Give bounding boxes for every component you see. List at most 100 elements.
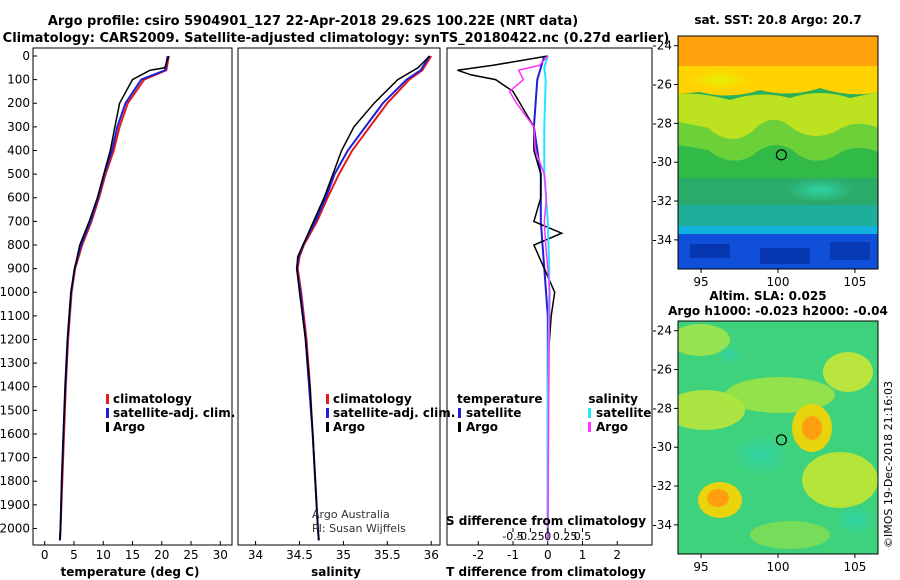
- t-diff-argo-line: [457, 55, 564, 541]
- y-tick-label: 1900: [0, 498, 30, 512]
- x-tick-label: 34: [248, 548, 263, 562]
- legend-label-temp-satellite: satellite: [466, 406, 521, 420]
- y-tick-label: 900: [7, 262, 30, 276]
- map-x-tick-label: 95: [693, 560, 708, 574]
- x-tick-label: 35.5: [374, 548, 401, 562]
- map-y-tick-label: -32: [652, 194, 672, 208]
- map-x-tick-label: 105: [843, 275, 866, 289]
- y-tick-label: 600: [7, 191, 30, 205]
- map-x-tick-label: 100: [767, 560, 790, 574]
- difference-legend: temperature salinity satellite Argo sate…: [457, 392, 651, 434]
- y-tick-label: 1000: [0, 285, 30, 299]
- y-tick-label: 0: [22, 49, 30, 63]
- sst-map-title: sat. SST: 20.8 Argo: 20.7: [694, 13, 861, 27]
- legend-label-climatology: climatology: [113, 392, 192, 406]
- t-diff-satellite-line: [532, 55, 549, 541]
- x-tick-label: 5: [70, 548, 78, 562]
- map-y-tick-label: -32: [652, 479, 672, 493]
- map-x-tick-label: 105: [843, 560, 866, 574]
- sla-map: Altim. SLA: 0.025 Argo h1000: -0.023 h20…: [652, 289, 887, 574]
- s-diff-satellite-line: [543, 55, 551, 541]
- sst-map: sat. SST: 20.8 Argo: 20.7 95 100 105 -24 -26…: [652, 13, 879, 289]
- x-tick-label: 34.5: [286, 548, 313, 562]
- s-tick-label: -0.25: [516, 530, 544, 543]
- y-tick-label: 700: [7, 214, 30, 228]
- argo-location-marker: [775, 149, 787, 161]
- x-tick-label: 0: [544, 548, 552, 562]
- map-y-tick-label: -34: [652, 233, 672, 247]
- s-tick-label: 0.5: [574, 530, 592, 543]
- map-y-tick-label: -24: [652, 39, 672, 53]
- legend-label-satellite: satellite-adj. clim.: [113, 406, 235, 420]
- legend-label-argo: Argo: [113, 420, 145, 434]
- s-tick-label: -0.5: [502, 530, 523, 543]
- map-y-tick-label: -26: [652, 363, 672, 377]
- legend-header-salinity: salinity: [588, 392, 638, 406]
- title-line-2: Climatology: CARS2009. Satellite-adjuste…: [3, 31, 670, 46]
- legend-swatch-climatology: [106, 394, 109, 404]
- y-tick-label: 300: [7, 120, 30, 134]
- map-y-tick-label: -28: [652, 116, 672, 130]
- title-line-1: Argo profile: csiro 5904901_127 22-Apr-2…: [48, 14, 578, 29]
- sla-map-title: Altim. SLA: 0.025: [709, 289, 826, 303]
- y-tick-label: 200: [7, 96, 30, 110]
- x-tick-label: 36: [424, 548, 439, 562]
- x-tick-label: 35: [336, 548, 351, 562]
- argo-location-marker: [775, 434, 787, 446]
- legend-swatch-climatology: [326, 394, 329, 404]
- credit-org: Argo Australia: [312, 508, 390, 521]
- y-tick-label: 400: [7, 143, 30, 157]
- y-tick-label: 1700: [0, 451, 30, 465]
- y-tick-label: 1100: [0, 309, 30, 323]
- y-tick-label: 100: [7, 73, 30, 87]
- sla-heatmap: [678, 321, 878, 554]
- y-tick-label: 800: [7, 238, 30, 252]
- s-difference-axis-label: S difference from climatology: [446, 514, 646, 528]
- legend-header-temperature: temperature: [457, 392, 542, 406]
- legend-label-satellite: satellite-adj. clim.: [333, 406, 455, 420]
- legend-swatch-argo: [106, 422, 109, 432]
- map-y-tick-label: -34: [652, 518, 672, 532]
- legend-label-argo: Argo: [333, 420, 365, 434]
- y-tick-label: 1400: [0, 380, 30, 394]
- salinity-argo-line: [296, 55, 431, 541]
- x-tick-label: 1: [579, 548, 587, 562]
- x-tick-label: 0: [41, 548, 49, 562]
- y-tick-label: 1200: [0, 332, 30, 346]
- legend-label-sal-satellite: satellite: [596, 406, 651, 420]
- x-tick-label: 2: [613, 548, 621, 562]
- map-x-tick-label: 100: [767, 275, 790, 289]
- legend-swatch-sal-argo: [588, 422, 591, 432]
- x-tick-label: 20: [154, 548, 169, 562]
- t-difference-axis-label: T difference from climatology: [446, 565, 646, 579]
- x-tick-label: 15: [125, 548, 140, 562]
- temperature-axis-label: temperature (deg C): [61, 565, 200, 579]
- legend-swatch-temp-satellite: [458, 408, 461, 418]
- s-tick-label: 0.25: [553, 530, 578, 543]
- map-y-tick-label: -30: [652, 440, 672, 454]
- difference-plot-frame: [446, 47, 653, 546]
- y-tick-label: 1600: [0, 427, 30, 441]
- temperature-panel: 0 5 10 15 20 25 30 0 100 200 300 400 500 600 700 800 90…: [0, 47, 235, 579]
- salinity-panel: 34 34.5 35 35.5 36 salinity climatology sate…: [237, 47, 455, 579]
- legend-swatch-satellite: [326, 408, 329, 418]
- legend-label-temp-argo: Argo: [466, 420, 498, 434]
- timestamp-watermark: ©IMOS 19-Dec-2018 21:16:03: [882, 381, 895, 548]
- x-tick-label: 25: [183, 548, 198, 562]
- map-y-tick-label: -30: [652, 155, 672, 169]
- salinity-axis-label: salinity: [311, 565, 361, 579]
- y-tick-label: 500: [7, 167, 30, 181]
- x-tick-label: -2: [472, 548, 484, 562]
- salinity-satellite-line: [295, 55, 431, 541]
- sla-map-subtitle: Argo h1000: -0.023 h2000: -0.04: [668, 304, 888, 318]
- map-y-tick-label: -24: [652, 324, 672, 338]
- credit-pi: PI: Susan Wijffels: [312, 522, 406, 535]
- legend-swatch-argo: [326, 422, 329, 432]
- map-x-tick-label: 95: [693, 275, 708, 289]
- y-tick-label: 1300: [0, 356, 30, 370]
- legend-swatch-satellite: [106, 408, 109, 418]
- salinity-plot-frame: [237, 47, 441, 546]
- difference-panel: -2 -1 0 1 2 -0.5-0.25 0 0.250.5 T difference f…: [446, 47, 653, 579]
- temperature-argo-line: [59, 55, 170, 541]
